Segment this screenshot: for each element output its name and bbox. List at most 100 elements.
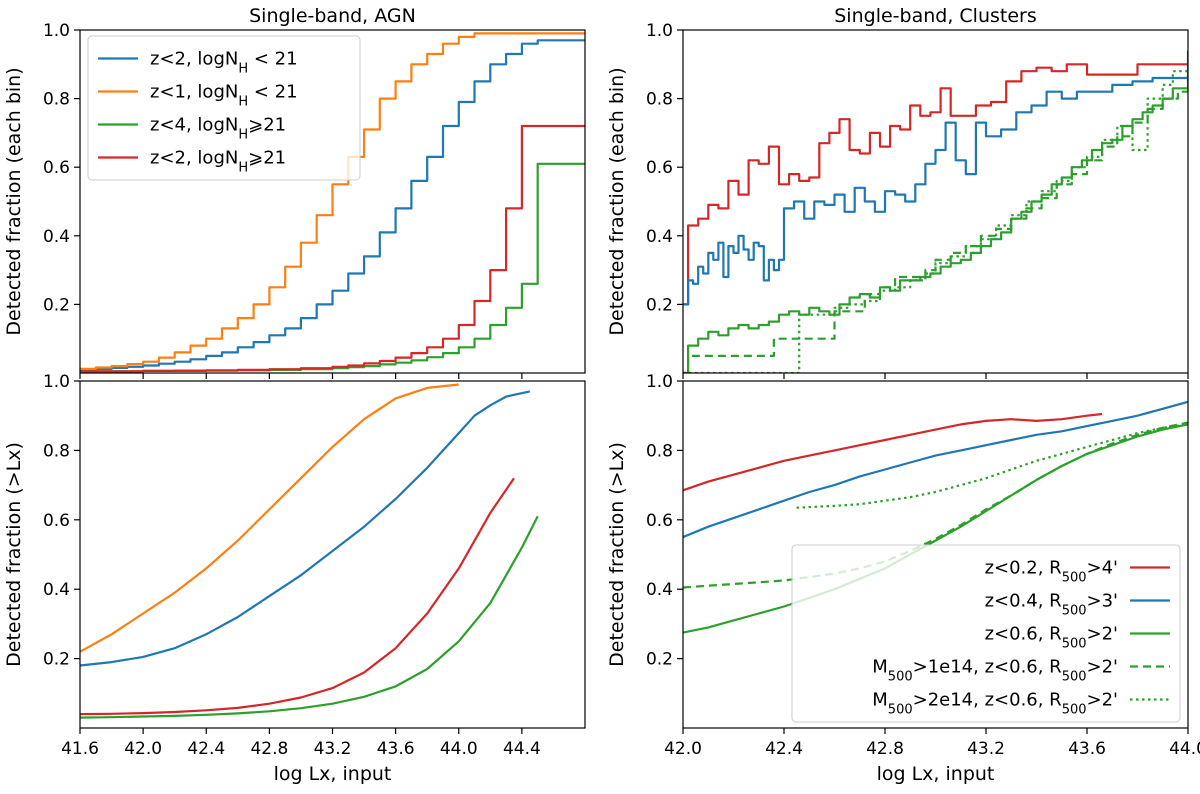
legend-label: z<0.6, R500>2' [985,624,1118,652]
series-line-clusters_each_bin-4 [683,70,1188,373]
y-tick-label: 0.2 [646,650,673,670]
y-tick-label: 0.8 [646,90,673,110]
x-tick-label: 44.4 [503,739,541,759]
x-tick-label: 41.6 [61,739,99,759]
y-tick-label: 0.4 [43,227,70,247]
plot-frame [682,380,1189,729]
legend-label-part: ⩾21 [248,148,286,169]
x-axis-title: log Lx, input [877,763,995,785]
x-tick-label: 42.0 [664,739,702,759]
legend-label-sub: 500 [888,669,913,684]
legend-label-part: M [872,690,888,711]
legend-label: M500>1e14, z<0.6, R500>2' [872,657,1118,685]
y-tick-label: 1.0 [646,21,673,41]
series-line-clusters_each_bin-3 [683,88,1188,373]
legend-label-part: >3' [1087,591,1118,612]
y-tick-label: 0.6 [43,511,70,531]
legend: z<2, logNH < 21z<1, logNH < 21z<4, logNH… [87,35,361,181]
series-line-clusters_each_bin-1 [683,50,1188,306]
legend-label: z<1, logNH < 21 [150,82,298,110]
x-tick-label: 42.4 [765,739,803,759]
legend-label-part: z<2, logN [150,49,238,70]
series-line-agn_cumulative-1 [80,383,459,653]
legend-label: z<0.4, R500>3' [985,591,1118,619]
x-tick-label: 42.4 [187,739,225,759]
x-tick-label: 42.0 [124,739,162,759]
y-tick-label: 0.8 [43,90,70,110]
x-tick-label: 43.2 [967,739,1005,759]
series-line-agn_each_bin-3 [80,124,585,373]
plot-frame [682,29,1189,374]
y-axis-title: Detected fraction (each bin) [606,67,628,335]
series-line-agn_each_bin-0 [80,39,585,371]
y-tick-label: 0.8 [646,441,673,461]
legend: z<0.2, R500>4'z<0.4, R500>3'z<0.6, R500>… [791,544,1181,723]
legend-label-sub: H [238,61,248,76]
y-tick-label: 0.4 [43,580,70,600]
legend-label-sub: 500 [1062,570,1087,585]
legend-label-part: z<4, logN [150,115,238,136]
legend-label: M500>2e14, z<0.6, R500>2' [872,690,1118,718]
panel-title: Single-band, AGN [249,5,416,27]
series-line-clusters_cumulative-0 [683,412,1103,492]
y-axis-title: Detected fraction (>Lx) [606,442,628,667]
y-tick-label: 0.6 [646,158,673,178]
series-line-clusters_each_bin-0 [683,63,1188,306]
legend-label-sub: 500 [1062,702,1087,717]
legend-label-part: z<0.4, R [985,591,1062,612]
series-line-agn_each_bin-1 [80,32,585,370]
legend-label-part: >2' [1087,624,1118,645]
panel-agn_each_bin: 0.2 0.4 0.6 0.8 1.0 Single-band, AGN Detected … [3,5,586,379]
x-tick-label: 44.0 [440,739,478,759]
series-group [80,383,539,719]
legend-frame [791,544,1181,723]
legend-frame [87,35,361,181]
legend-label-part: ⩾21 [248,115,286,136]
x-tick-label: 42.8 [250,739,288,759]
legend-label: z<4, logNH⩾21 [150,115,286,143]
series-line-agn_cumulative-3 [80,477,515,716]
panel-clusters_each_bin: 0.2 0.4 0.6 0.8 1.0 Single-band, Clusters Dete… [606,5,1189,379]
y-axis-title: Detected fraction (each bin) [3,67,25,335]
series-line-agn_cumulative-0 [80,390,531,667]
legend-label-sub: H [238,160,248,175]
legend-label: z<2, logNH < 21 [150,49,298,77]
x-tick-label: 43.6 [1068,739,1106,759]
legend-label: z<2, logNH⩾21 [150,148,286,176]
series-group [80,32,585,373]
y-tick-label: 1.0 [43,372,70,392]
y-tick-label: 0.6 [43,158,70,178]
legend-label-sub: 500 [1062,669,1087,684]
series-line-clusters_cumulative-3 [683,421,1188,589]
plot-frame [79,380,586,729]
series-line-clusters_cumulative-2 [683,423,1188,634]
y-tick-label: 0.2 [646,295,673,315]
x-tick-label: 44.0 [1169,739,1200,759]
y-tick-label: 0.4 [646,580,673,600]
legend-label-sub: H [238,127,248,142]
legend-label-part: z<0.2, R [985,558,1062,579]
series-group [683,400,1188,634]
series-group [683,50,1188,373]
y-tick-label: 0.2 [43,650,70,670]
series-line-clusters_cumulative-4 [796,423,1188,509]
y-tick-label: 1.0 [43,21,70,41]
legend-label-sub: 500 [1062,636,1087,651]
legend-label-part: >2' [1087,657,1118,678]
x-tick-label: 43.2 [314,739,352,759]
legend-label-part: < 21 [248,49,297,70]
y-tick-label: 0.6 [646,511,673,531]
series-line-clusters_cumulative-1 [683,400,1188,539]
y-tick-label: 0.4 [646,227,673,247]
legend-label-part: z<2, logN [150,148,238,169]
panel-clusters_cumulative: 0.2 0.4 0.6 0.8 1.0 42.0 42.4 42.8 43.2 43.6 44.0 D… [606,372,1200,785]
legend-label: z<0.2, R500>4' [985,558,1118,586]
legend-label-part: M [872,657,888,678]
panel-title: Single-band, Clusters [834,5,1037,27]
y-tick-label: 0.8 [43,441,70,461]
series-line-agn_cumulative-2 [80,515,539,719]
legend-label-part: >1e14, z<0.6, R [913,657,1062,678]
legend-label-sub: H [238,94,248,109]
series-line-clusters_each_bin-2 [683,74,1188,373]
